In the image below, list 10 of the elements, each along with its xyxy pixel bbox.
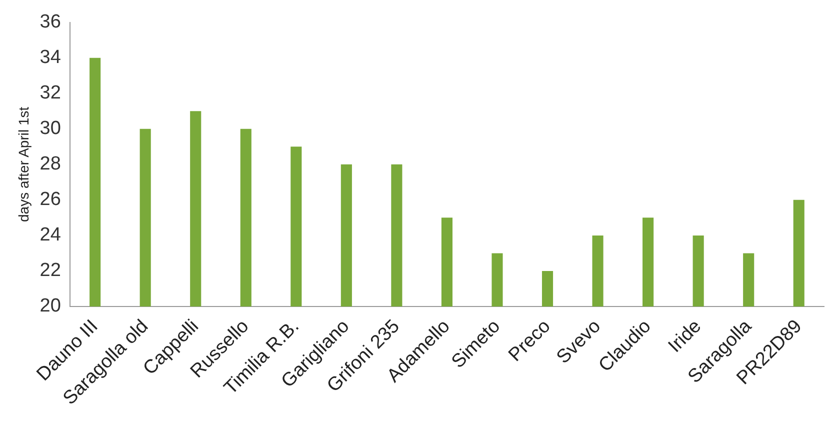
y-tick-label: 32 [40, 82, 61, 104]
y-tick-label: 24 [40, 224, 62, 246]
y-tick-label: 26 [40, 189, 61, 210]
y-tick-label: 36 [40, 12, 61, 33]
y-tick-label: 34 [40, 47, 62, 68]
y-tick-label: 22 [40, 260, 61, 282]
y-tick-label: 30 [40, 118, 61, 140]
y-tick-label: 20 [40, 296, 61, 317]
y-axis-title: days after April 1st [15, 106, 32, 222]
y-tick-label: 28 [40, 154, 61, 175]
